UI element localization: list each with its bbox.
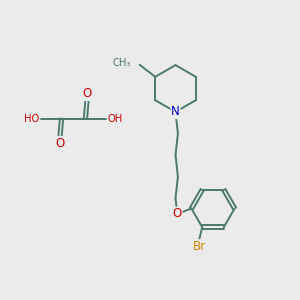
- Text: CH₃: CH₃: [113, 58, 131, 68]
- Text: O: O: [56, 136, 64, 150]
- Text: N: N: [171, 105, 180, 119]
- Text: Br: Br: [193, 240, 206, 253]
- Text: HO: HO: [24, 113, 39, 124]
- Text: O: O: [173, 207, 182, 220]
- Text: O: O: [82, 87, 91, 101]
- Text: OH: OH: [108, 113, 123, 124]
